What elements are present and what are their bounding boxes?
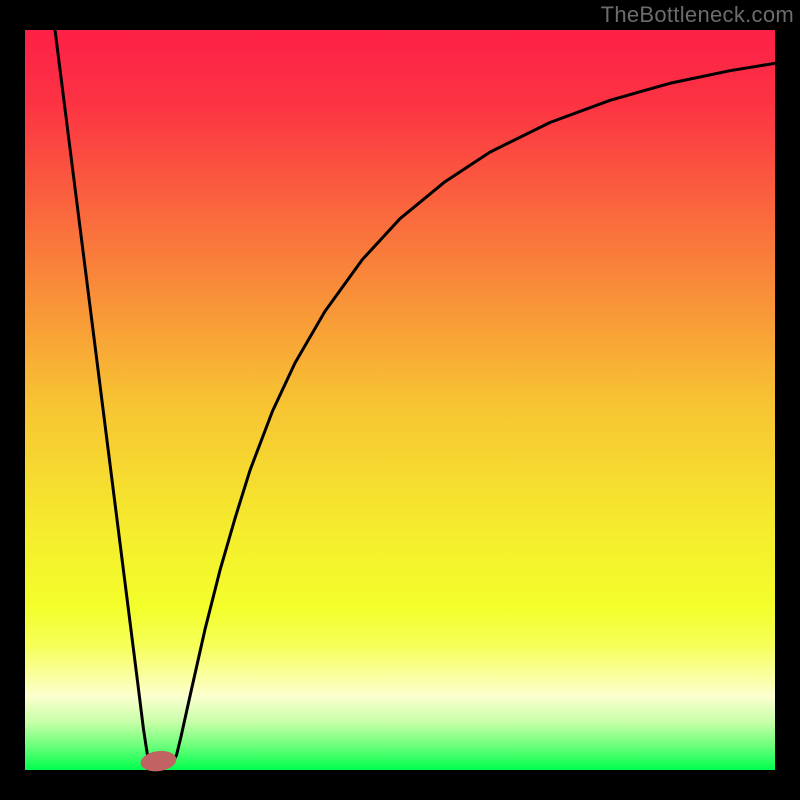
chart-svg	[0, 0, 800, 800]
chart-container: TheBottleneck.com	[0, 0, 800, 800]
watermark-label: TheBottleneck.com	[601, 2, 794, 28]
plot-area	[25, 30, 775, 770]
